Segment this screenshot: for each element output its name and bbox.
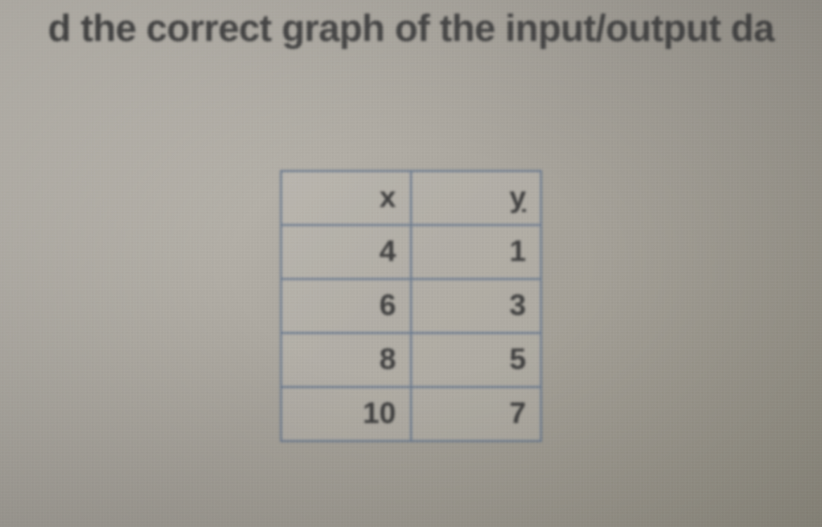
- table-cell: 3: [411, 279, 541, 333]
- table-cell: 6: [281, 279, 411, 333]
- column-header-y-text: y: [509, 181, 526, 214]
- table-cell: 4: [281, 225, 411, 279]
- table-row: 4 1: [281, 225, 541, 279]
- question-text: d the correct graph of the input/output …: [0, 8, 822, 51]
- table-cell: 8: [281, 333, 411, 387]
- data-table-container: x y 4 1 6 3 8 5 10 7: [280, 170, 542, 442]
- table-row: 10 7: [281, 387, 541, 441]
- input-output-table: x y 4 1 6 3 8 5 10 7: [280, 170, 542, 442]
- table-row: 8 5: [281, 333, 541, 387]
- table-cell: 1: [411, 225, 541, 279]
- table-header-row: x y: [281, 171, 541, 225]
- column-header-x: x: [281, 171, 411, 225]
- table-cell: 7: [411, 387, 541, 441]
- table-row: 6 3: [281, 279, 541, 333]
- table-cell: 10: [281, 387, 411, 441]
- column-header-y: y: [411, 171, 541, 225]
- table-cell: 5: [411, 333, 541, 387]
